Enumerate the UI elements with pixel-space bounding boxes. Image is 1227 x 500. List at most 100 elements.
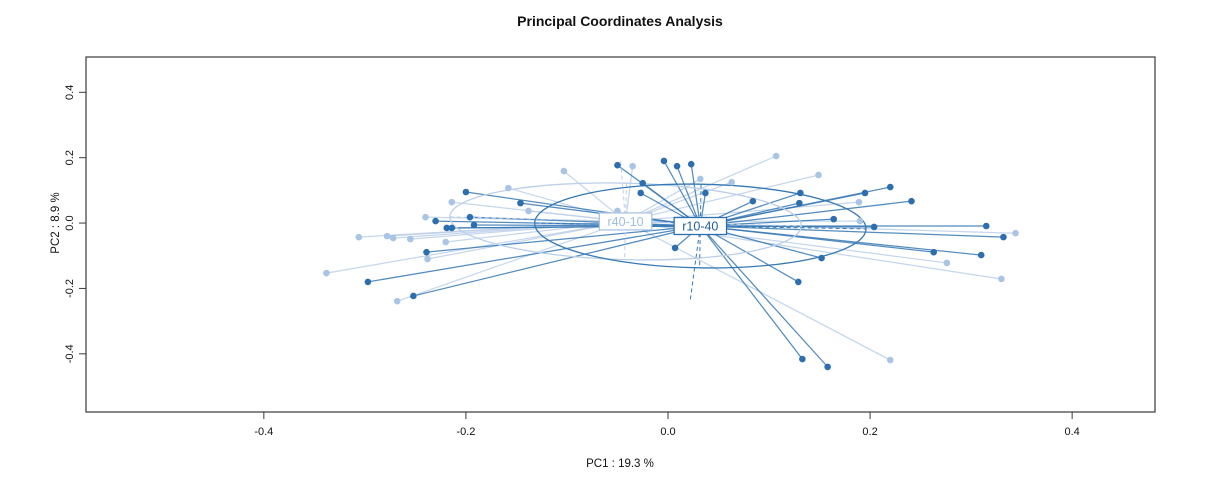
spider-line [396, 220, 626, 302]
data-point [772, 152, 780, 160]
data-point [383, 232, 391, 240]
data-point [407, 235, 414, 243]
data-point [1000, 233, 1007, 241]
data-point [697, 175, 704, 183]
spider-line [690, 164, 701, 227]
chart-title: Principal Coordinates Analysis [517, 13, 723, 29]
data-point [861, 189, 869, 197]
x-tick-label: 0.0 [660, 426, 675, 438]
data-point [410, 292, 417, 300]
ellipse-group [533, 183, 867, 269]
x-tick-label: -0.2 [456, 426, 475, 438]
data-point [629, 162, 636, 170]
data-point [424, 255, 431, 263]
data-point [423, 248, 430, 256]
data-point [797, 189, 804, 197]
centroid-label-text: r40-10 [607, 215, 643, 229]
data-point [818, 254, 825, 262]
data-point [795, 278, 802, 286]
data-point [886, 183, 894, 191]
data-point [525, 207, 532, 215]
spider-line [700, 186, 891, 227]
y-tick-label: 0.4 [64, 85, 76, 100]
data-point [824, 363, 831, 371]
data-point [355, 233, 363, 241]
data-point [470, 221, 478, 229]
spider-line [625, 174, 819, 223]
data-point [749, 197, 757, 205]
data-point [639, 179, 647, 187]
data-point [855, 198, 863, 206]
plot-border [85, 56, 1156, 413]
ellipse-major-axis [534, 222, 867, 230]
data-point [389, 234, 397, 242]
data-point [830, 215, 837, 223]
x-tick-label: 0.4 [1064, 426, 1079, 438]
dashed-ray [620, 159, 627, 222]
centroid-label: r10-40 [673, 216, 728, 236]
spider-line [451, 225, 701, 229]
data-point [443, 224, 451, 232]
centroid-labels-layer: r40-10 r10-40 [598, 212, 728, 236]
spider-line [426, 225, 701, 253]
x-axis-label: PC1 : 19.3 % [586, 458, 654, 470]
spider-line [700, 225, 799, 283]
spider-line [676, 165, 701, 227]
data-point [671, 244, 679, 252]
data-point [702, 189, 709, 197]
data-point [462, 188, 470, 196]
data-point [505, 184, 512, 192]
data-point [930, 248, 938, 256]
data-point [673, 162, 681, 170]
data-point [393, 297, 401, 305]
data-point [856, 217, 864, 225]
data-point [660, 157, 668, 165]
spider-line [700, 225, 1004, 238]
data-point [998, 275, 1005, 283]
data-point [886, 356, 894, 364]
data-point [982, 222, 990, 230]
spider-line [699, 225, 829, 368]
data-point [977, 251, 985, 259]
y-tick-label: -0.4 [64, 344, 76, 363]
data-point [687, 160, 695, 168]
data-point [466, 213, 474, 221]
data-point [799, 355, 806, 363]
data-point [323, 269, 330, 277]
x-tick-label: 0.2 [862, 426, 877, 438]
x-tick-label: -0.4 [254, 426, 273, 438]
centroid-label-text: r10-40 [682, 220, 718, 234]
data-point [614, 161, 621, 169]
y-axis-label: PC2 : 8.9 % [50, 192, 62, 253]
data-point [943, 259, 951, 267]
spider-line [699, 225, 803, 360]
y-tick-label: -0.2 [64, 279, 76, 298]
y-tick-label: 0.0 [64, 215, 76, 230]
spider-line [367, 225, 701, 283]
data-point [422, 213, 429, 221]
data-point [637, 189, 645, 197]
data-point [442, 238, 450, 246]
confidence-ellipse [449, 182, 802, 261]
centroid-label: r40-10 [598, 212, 653, 231]
data-point [432, 217, 439, 225]
data-point [796, 199, 803, 207]
spider-line [445, 220, 626, 243]
spider-line [663, 160, 701, 227]
spider-line [465, 191, 701, 227]
data-point [517, 199, 524, 207]
axes-frame-layer: -0.4 -0.2 0.0 0.2 0.4 -0.4 -0.2 0.0 0.2 0.4 [64, 56, 1156, 438]
data-point [448, 224, 456, 232]
data-point [448, 198, 456, 206]
dashed-ray [689, 225, 701, 301]
confidence-ellipse [533, 183, 867, 269]
spider-line [413, 225, 701, 297]
centroid-label-box [673, 216, 728, 236]
y-tick-label: 0.2 [64, 150, 76, 165]
spider-line [700, 200, 912, 227]
data-point [560, 167, 568, 175]
spider-line [625, 220, 891, 361]
data-point [815, 171, 822, 179]
